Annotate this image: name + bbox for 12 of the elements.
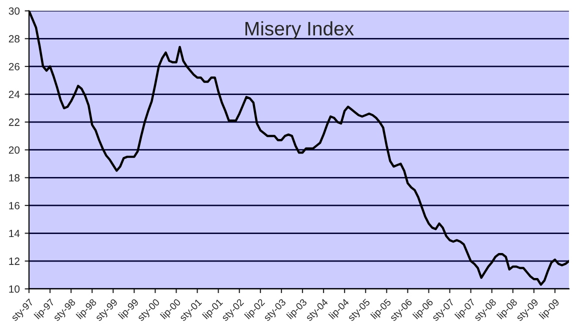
- y-tick-label: 16: [9, 202, 20, 210]
- y-tick-label: 28: [8, 35, 20, 43]
- y-tick-label: 30: [8, 7, 20, 15]
- y-tick-label: 12: [9, 258, 20, 265]
- y-tick-label: 10: [9, 285, 20, 293]
- y-tick-label: 26: [8, 62, 20, 70]
- y-tick-label: 14: [9, 230, 20, 238]
- y-tick-label: 18: [9, 174, 20, 182]
- y-tick-label: 22: [8, 118, 20, 126]
- text: Misery Index: [245, 21, 354, 40]
- y-tick-label: 24: [8, 90, 20, 98]
- y-tick-label: 20: [8, 146, 20, 154]
